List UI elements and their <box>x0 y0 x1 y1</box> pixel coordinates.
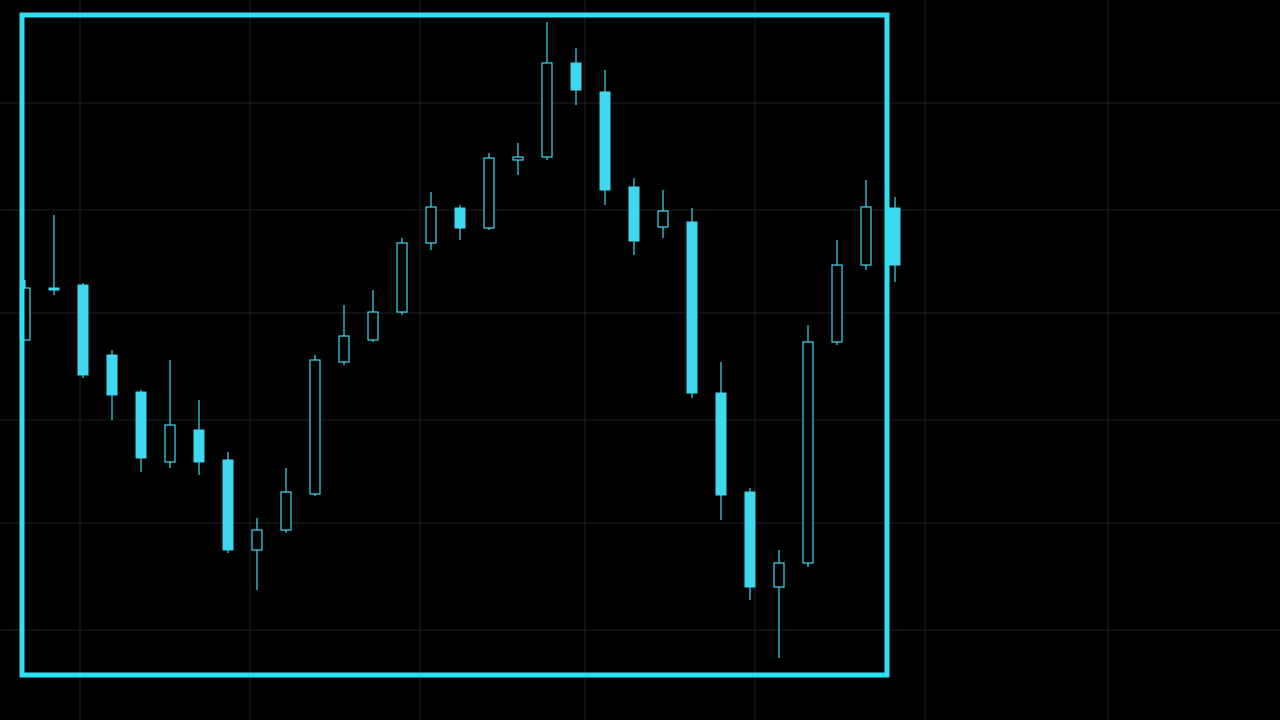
candle-body <box>686 221 698 394</box>
candle-body <box>106 354 118 396</box>
candle-body <box>135 391 147 459</box>
candle-body <box>396 242 408 313</box>
candle-body <box>541 62 553 158</box>
candle-body <box>77 284 89 376</box>
candle-body <box>831 264 843 343</box>
candle-body <box>483 157 495 229</box>
candle-body <box>889 207 901 266</box>
candle-body <box>773 562 785 588</box>
candle-body <box>715 392 727 496</box>
candle-body <box>338 335 350 363</box>
candle-body <box>251 529 263 551</box>
candle-body <box>48 287 60 291</box>
candle-body <box>628 186 640 242</box>
candle-body <box>425 206 437 244</box>
candle-body <box>309 359 321 495</box>
candle-body <box>193 429 205 463</box>
candle-body <box>860 206 872 266</box>
candle-body <box>222 459 234 551</box>
candle-body <box>570 62 582 91</box>
candles <box>19 22 901 658</box>
candle-body <box>280 491 292 531</box>
highlight-frame <box>19 12 890 678</box>
candle-body <box>367 311 379 341</box>
candle-body <box>657 210 669 228</box>
candle-body <box>599 91 611 191</box>
candle-body <box>744 491 756 588</box>
candle-body <box>164 424 176 463</box>
candle-body <box>454 207 466 229</box>
candle-body <box>512 156 524 161</box>
candle-body <box>802 341 814 564</box>
